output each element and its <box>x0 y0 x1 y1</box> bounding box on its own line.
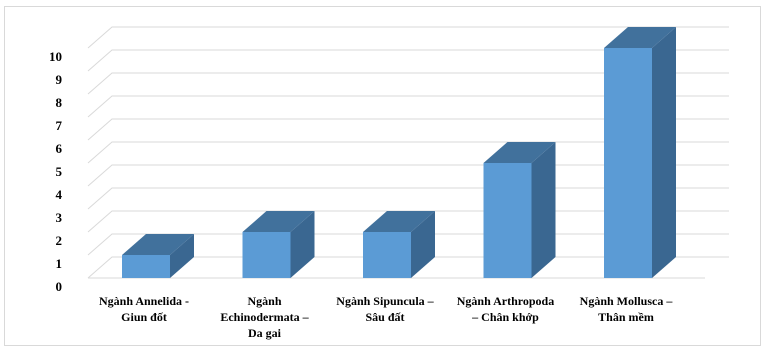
bar-top <box>122 234 194 255</box>
y-tick-label: 4 <box>56 187 63 202</box>
category-labels: Ngành Annelida -Giun đốt Ngành Echinoderma… <box>99 294 673 340</box>
bar-side <box>290 211 315 278</box>
bar-top <box>242 211 315 232</box>
gridline <box>87 118 729 141</box>
gridline <box>87 49 729 72</box>
bar-top <box>604 27 676 48</box>
y-tick-label: 6 <box>56 141 63 156</box>
bar-top <box>483 142 556 163</box>
y-tick-label: 2 <box>56 233 63 248</box>
y-tick-label: 3 <box>56 210 63 225</box>
bar-side <box>411 211 435 278</box>
bar-front <box>483 163 532 278</box>
bar-front <box>242 232 291 278</box>
y-tick-label: 9 <box>56 72 63 87</box>
y-tick-label: 10 <box>49 49 62 64</box>
bar-side <box>652 27 676 278</box>
x-category-label: Ngành Echinodermata – Da gai <box>220 294 309 340</box>
bar <box>122 234 194 278</box>
y-tick-label: 1 <box>56 256 63 271</box>
bars <box>122 27 676 278</box>
bar-front <box>604 48 652 278</box>
y-tick-label: 5 <box>56 164 63 179</box>
gridline <box>87 72 729 95</box>
bar-side <box>170 234 194 278</box>
y-tick-label: 0 <box>56 279 63 294</box>
bar <box>604 27 676 278</box>
x-category-label: Ngành Annelida -Giun đốt <box>99 294 189 324</box>
x-category-label: Ngành Sipuncula – Sâu đất <box>336 294 434 324</box>
x-category-label: Ngành Arthropoda – Chân khớp <box>457 294 554 324</box>
gridline <box>87 26 729 49</box>
y-axis: 0 1 2 3 4 5 6 7 8 9 10 <box>49 49 63 294</box>
gridline <box>87 95 729 118</box>
x-category-label: Ngành Mollusca – Thân mềm <box>580 294 674 324</box>
y-tick-label: 8 <box>56 95 63 110</box>
bar <box>242 211 315 278</box>
y-tick-label: 7 <box>56 118 63 133</box>
bar-front <box>122 255 170 278</box>
bar-front <box>363 232 411 278</box>
bar-top <box>363 211 435 232</box>
bar <box>483 142 556 278</box>
bar <box>363 211 435 278</box>
bar-side <box>531 142 556 278</box>
